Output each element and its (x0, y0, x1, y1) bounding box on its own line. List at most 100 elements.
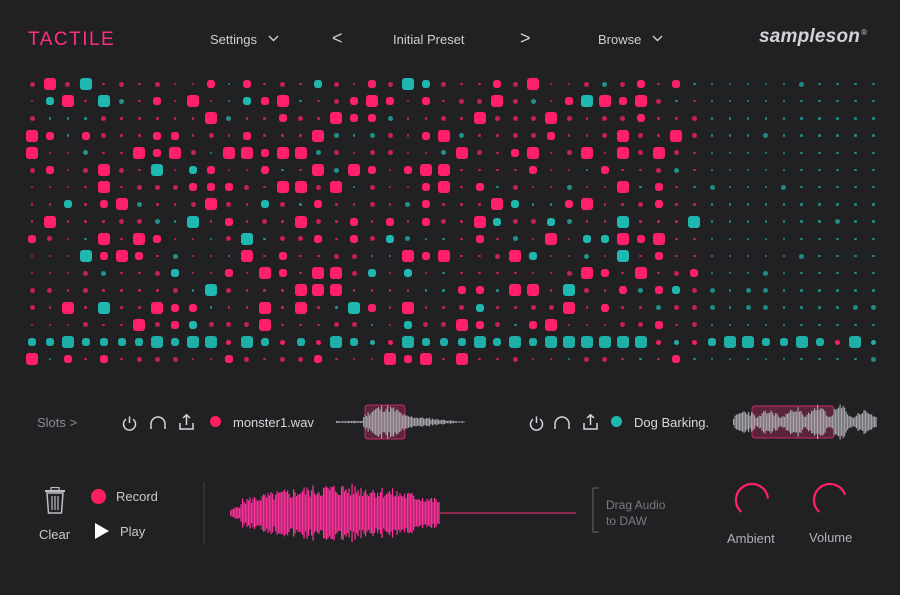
grid-step[interactable] (102, 220, 105, 223)
grid-step[interactable] (187, 95, 200, 108)
grid-step[interactable] (66, 254, 70, 258)
grid-step[interactable] (509, 284, 522, 297)
grid-step[interactable] (531, 357, 535, 361)
grid-step[interactable] (419, 164, 432, 176)
grid-step[interactable] (209, 271, 213, 275)
grid-step[interactable] (421, 183, 430, 192)
grid-step[interactable] (209, 306, 213, 309)
grid-step[interactable] (654, 320, 663, 329)
grid-step[interactable] (657, 134, 660, 137)
grid-step[interactable] (30, 99, 34, 103)
grid-step[interactable] (406, 220, 410, 223)
grid-step[interactable] (406, 134, 410, 137)
grid-step[interactable] (818, 185, 821, 189)
grid-step[interactable] (675, 220, 678, 223)
grid-step[interactable] (171, 131, 180, 140)
grid-step[interactable] (258, 267, 271, 280)
grid-step[interactable] (854, 203, 857, 206)
grid-step[interactable] (350, 114, 359, 123)
grid-step[interactable] (99, 200, 108, 209)
grid-step[interactable] (782, 254, 786, 258)
grid-step[interactable] (84, 99, 87, 103)
grid-step[interactable] (351, 270, 357, 276)
grid-step[interactable] (154, 219, 160, 225)
grid-step[interactable] (478, 254, 481, 258)
grid-step[interactable] (728, 151, 732, 155)
grid-step[interactable] (48, 203, 52, 206)
grid-step[interactable] (317, 306, 320, 309)
grid-step[interactable] (370, 323, 374, 327)
grid-step[interactable] (369, 184, 375, 190)
grid-step[interactable] (29, 287, 35, 293)
grid-step[interactable] (330, 267, 343, 280)
slot1-waveform[interactable] (336, 402, 466, 442)
grid-step[interactable] (675, 237, 678, 241)
grid-step[interactable] (638, 287, 644, 293)
grid-step[interactable] (854, 99, 857, 103)
grid-step[interactable] (348, 301, 361, 314)
grid-step[interactable] (764, 117, 768, 120)
grid-step[interactable] (48, 357, 52, 361)
grid-step[interactable] (154, 184, 160, 190)
grid-step[interactable] (618, 97, 627, 106)
grid-step[interactable] (764, 237, 768, 241)
grid-step[interactable] (368, 80, 377, 88)
grid-step[interactable] (870, 339, 876, 345)
grid-step[interactable] (818, 237, 821, 241)
grid-step[interactable] (388, 203, 392, 206)
grid-step[interactable] (621, 168, 624, 172)
grid-step[interactable] (693, 151, 696, 155)
grid-step[interactable] (691, 339, 697, 345)
grid-step[interactable] (800, 99, 803, 103)
grid-step[interactable] (746, 357, 750, 361)
grid-step[interactable] (387, 339, 393, 345)
grid-step[interactable] (728, 306, 732, 309)
grid-step[interactable] (602, 81, 608, 87)
grid-step[interactable] (710, 323, 714, 327)
export-icon[interactable] (178, 413, 195, 431)
grid-step[interactable] (602, 115, 608, 121)
grid-step[interactable] (314, 80, 323, 88)
grid-step[interactable] (317, 323, 320, 327)
grid-step[interactable] (172, 287, 178, 293)
grid-step[interactable] (226, 339, 232, 345)
grid-step[interactable] (835, 219, 840, 225)
grid-step[interactable] (567, 82, 571, 86)
grid-step[interactable] (836, 134, 839, 137)
grid-step[interactable] (191, 82, 195, 86)
grid-step[interactable] (120, 323, 123, 327)
grid-step[interactable] (872, 289, 875, 292)
grid-step[interactable] (478, 134, 481, 137)
grid-step[interactable] (48, 271, 52, 275)
grid-step[interactable] (584, 356, 590, 362)
grid-step[interactable] (473, 215, 486, 228)
grid-step[interactable] (746, 99, 750, 103)
grid-step[interactable] (156, 254, 159, 258)
ambient-knob[interactable] (733, 481, 771, 519)
grid-step[interactable] (245, 289, 249, 292)
grid-step[interactable] (566, 219, 572, 225)
grid-step[interactable] (494, 115, 500, 121)
grid-step[interactable] (30, 220, 34, 223)
grid-step[interactable] (603, 254, 607, 258)
grid-step[interactable] (153, 234, 162, 243)
grid-step[interactable] (191, 271, 195, 275)
grid-step[interactable] (258, 301, 271, 314)
grid-step[interactable] (424, 117, 428, 120)
grid-step[interactable] (314, 200, 323, 209)
grid-step[interactable] (639, 185, 642, 189)
grid-step[interactable] (294, 215, 307, 228)
grid-step[interactable] (101, 115, 107, 121)
grid-step[interactable] (102, 323, 105, 327)
grid-step[interactable] (280, 81, 286, 87)
grid-step[interactable] (79, 78, 92, 90)
grid-step[interactable] (226, 322, 232, 328)
grid-step[interactable] (691, 305, 697, 311)
grid-step[interactable] (119, 167, 124, 173)
grid-step[interactable] (567, 237, 571, 241)
grid-step[interactable] (226, 201, 232, 207)
grid-step[interactable] (299, 82, 302, 86)
grid-step[interactable] (260, 97, 269, 106)
grid-step[interactable] (101, 270, 107, 276)
grid-step[interactable] (66, 168, 70, 172)
